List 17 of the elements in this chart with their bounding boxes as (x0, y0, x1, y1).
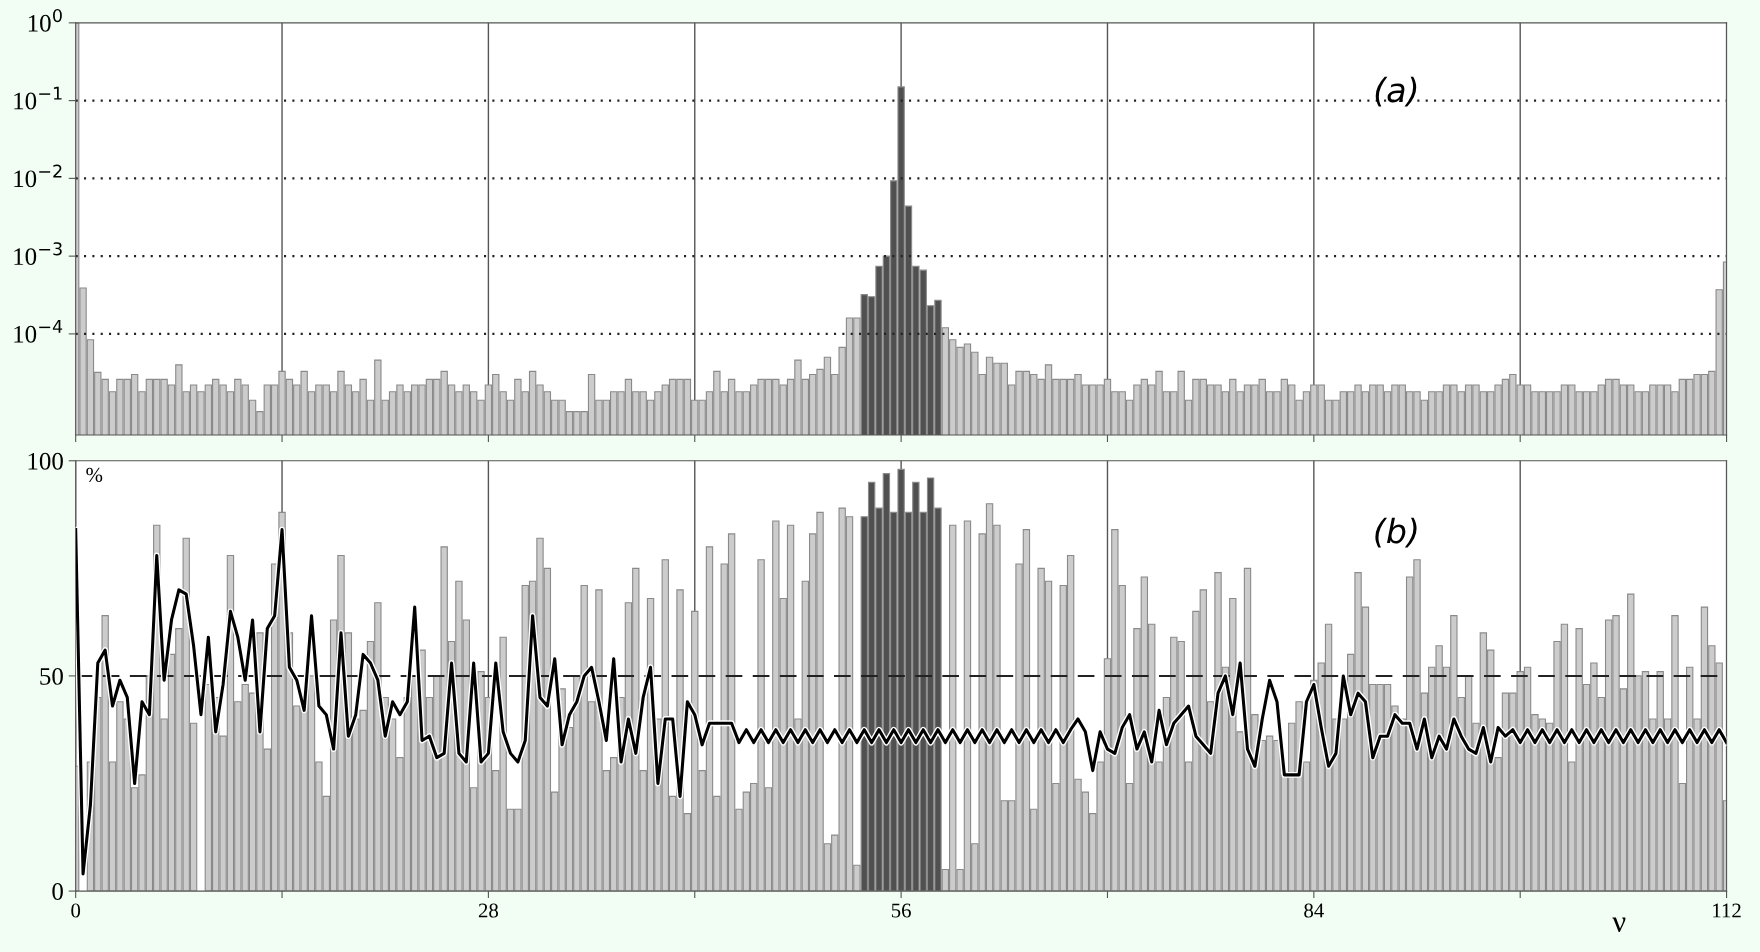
x-tick-label: 84 (1304, 903, 1324, 918)
y-tick-label: 10$^{0}$ (28, 8, 62, 32)
x-tick-label: 112 (1713, 903, 1741, 918)
x-tick-label: 56 (891, 903, 911, 918)
y-tick-label: 10$^{−3}$ (14, 242, 62, 266)
y-tick-label: 10$^{−2}$ (14, 164, 62, 188)
y-tick-label: 10$^{−1}$ (14, 86, 62, 110)
y-tick-label: 10$^{−4}$ (14, 320, 63, 343)
y-tick-label: 50 (40, 667, 63, 685)
annotation: (b) (1375, 517, 1417, 548)
y-tick-label: 100 (28, 452, 63, 470)
annotation: (a) (1375, 76, 1417, 107)
x-tick-label: 0 (71, 903, 81, 918)
x-tick-label: 28 (478, 903, 499, 918)
y-tick-label: 0 (52, 883, 63, 900)
x-axis-title: ν (1612, 917, 1626, 932)
y-axis-title: % (86, 467, 103, 482)
